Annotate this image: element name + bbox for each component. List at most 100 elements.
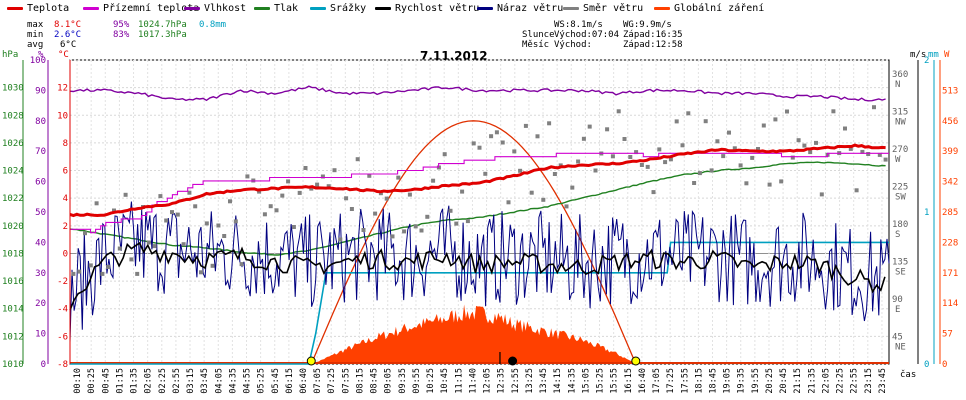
- hpa-tick-label: 1022: [2, 194, 24, 204]
- wind-direction-point: [228, 199, 232, 204]
- x-tick-label: 11:15: [454, 368, 464, 394]
- x-tick-label: 09:55: [412, 368, 422, 394]
- legend-item-wind-gust[interactable]: Náraz větru: [477, 3, 563, 15]
- wind-direction-point: [71, 271, 76, 276]
- hpa-tick-label: 1028: [2, 111, 24, 121]
- wind-direction-point: [779, 179, 784, 184]
- wind-direction-point: [332, 168, 337, 173]
- legend-item-precipitation[interactable]: Srážky: [310, 3, 366, 15]
- x-tick-label: 12:35: [497, 368, 507, 394]
- legend-item-solar-radiation[interactable]: Globální záření: [654, 3, 764, 15]
- moonset-marker: [508, 356, 518, 366]
- x-tick-label: 17:25: [666, 368, 676, 394]
- hpa-tick-label: 1026: [2, 139, 24, 149]
- wind-direction-point: [303, 166, 308, 170]
- wind-direction-point: [297, 190, 302, 195]
- pct-tick-label: 20: [35, 299, 46, 309]
- wind-direction-point: [703, 119, 708, 124]
- wind-direction-point: [199, 270, 203, 275]
- legend-swatch-ground-temperature: [83, 6, 99, 10]
- wind-direction-point: [756, 147, 760, 151]
- hpa-tick-label: 1030: [2, 84, 24, 94]
- wind-direction-point: [489, 134, 494, 139]
- pct-tick-label: 50: [35, 208, 46, 218]
- legend-item-wind-speed[interactable]: Rychlost větru: [375, 3, 479, 15]
- wind-direction-point: [790, 155, 795, 160]
- axes-group: hPa1010101210141016101810201022102410261…: [2, 50, 958, 370]
- stat-min-label: min: [27, 30, 44, 40]
- wind-direction-point: [645, 164, 650, 169]
- wind-direction-point: [477, 145, 482, 150]
- w-axis-label: W: [944, 50, 950, 60]
- degc-tick-label: 6: [63, 167, 68, 177]
- x-tick-label: 06:40: [299, 368, 309, 394]
- wind-speed-max: WS:8.1m/s: [554, 20, 603, 30]
- x-tick-label: 22:05: [821, 368, 831, 394]
- wind-direction-point: [465, 219, 470, 224]
- mm-tick-label: 2: [924, 56, 929, 66]
- wind-direction-point: [570, 185, 575, 190]
- wind-direction-point: [843, 126, 847, 131]
- direction-tick-compass: W: [895, 155, 901, 165]
- humidity-line: [69, 85, 886, 102]
- wind-direction-point: [697, 171, 702, 176]
- wind-direction-point: [715, 139, 720, 144]
- series-group: [69, 85, 890, 366]
- sunrise-marker: [306, 356, 316, 366]
- stat-max-hum: 95%: [113, 20, 130, 30]
- pressure-line: [69, 161, 886, 256]
- wind-direction-point: [610, 154, 615, 159]
- x-tick-label: 13:25: [525, 368, 535, 394]
- w-tick-label: 228: [942, 238, 958, 248]
- wind-direction-point: [233, 219, 238, 224]
- stat-min-press: 1017.3hPa: [138, 30, 187, 40]
- direction-tick-compass: S: [895, 230, 900, 240]
- degc-tick-label: 4: [63, 194, 68, 204]
- x-tick-label: 09:05: [384, 368, 394, 394]
- mm-axis-label: mm: [928, 50, 939, 60]
- legend-item-temperature[interactable]: Teplota: [7, 3, 69, 15]
- wind-direction-point: [349, 207, 354, 211]
- wind-direction-point: [390, 234, 395, 239]
- x-axis-label: čas: [900, 369, 916, 380]
- legend-item-pressure[interactable]: Tlak: [254, 3, 298, 15]
- wind-direction-point: [425, 214, 430, 219]
- w-tick-label: 513: [942, 86, 958, 96]
- x-tick-label: 15:05: [581, 368, 591, 394]
- legend-item-wind-direction[interactable]: Směr větru: [563, 3, 643, 15]
- moon-label: Měsíc: [522, 40, 550, 50]
- wind-direction-point: [872, 105, 876, 110]
- sunset-marker: [631, 356, 641, 366]
- wind-direction-point: [83, 231, 87, 236]
- x-tick-label: 15:55: [610, 368, 620, 394]
- wind-direction-point: [651, 190, 656, 195]
- wind-direction-point: [814, 140, 818, 145]
- wind-direction-point: [274, 208, 279, 213]
- grid-lines: [70, 59, 889, 365]
- legend-item-ground-temperature[interactable]: Přízemní teplota: [83, 3, 199, 15]
- wind-direction-point: [494, 130, 499, 135]
- x-tick-label: 09:35: [398, 368, 408, 394]
- wind-direction-point: [518, 168, 523, 173]
- direction-tick-compass: SW: [895, 192, 906, 202]
- wind-direction-point: [576, 159, 581, 164]
- x-tick-label: 15:25: [596, 368, 606, 394]
- wind-direction-point: [216, 223, 221, 228]
- direction-tick-label: 360: [892, 70, 908, 80]
- pct-tick-label: 70: [35, 147, 46, 157]
- wind-direction-point: [738, 163, 743, 168]
- wind-direction-point: [883, 157, 888, 162]
- legend-item-humidity[interactable]: Vlhkost: [184, 3, 246, 15]
- wind-direction-point: [785, 109, 789, 114]
- wind-direction-point: [326, 184, 331, 189]
- wind-direction-point: [164, 218, 169, 223]
- moonrise-time: Východ:: [554, 40, 592, 50]
- x-tick-label: 03:15: [186, 368, 196, 394]
- x-tick-label: 10:25: [426, 368, 436, 394]
- wind-direction-point: [117, 246, 122, 251]
- wind-direction-point: [761, 123, 766, 128]
- pct-tick-label: 0: [41, 360, 46, 370]
- x-tick-label: 18:15: [694, 368, 704, 394]
- x-tick-label: 11:40: [468, 368, 478, 394]
- wind-direction-point: [210, 263, 215, 268]
